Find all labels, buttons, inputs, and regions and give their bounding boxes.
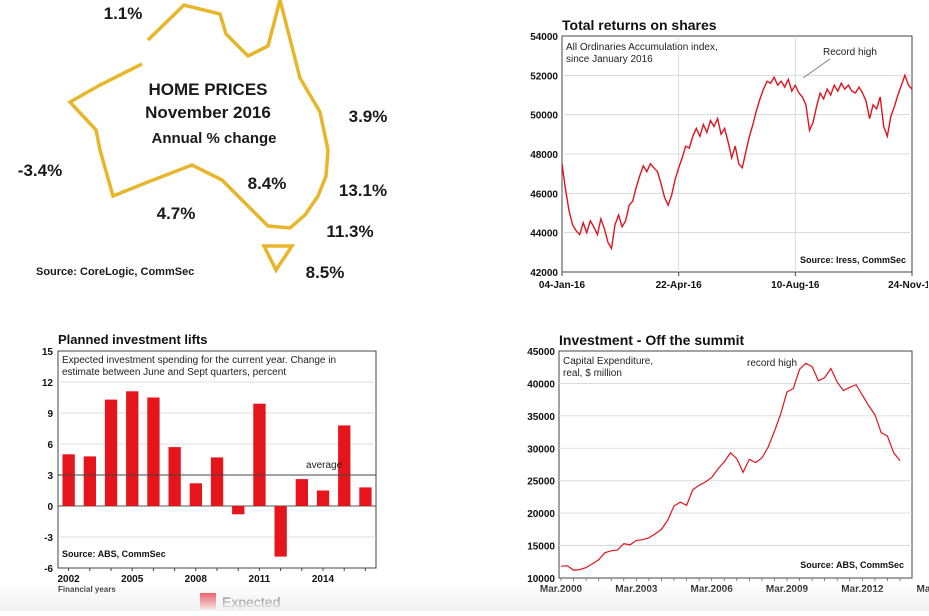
y-tick-label: -3	[44, 533, 53, 544]
y-tick-label: 42000	[530, 268, 558, 279]
chart-source: Source: ABS, CommSec	[800, 560, 904, 570]
callout-record-high: Record high	[823, 47, 877, 58]
region-value-sa: 4.7%	[157, 204, 196, 223]
shares-chart: Total returns on shares 42000 44000 46000 4…	[530, 17, 929, 291]
y-tick-label: 10000	[527, 574, 555, 585]
region-value-act: 8.4%	[248, 174, 287, 193]
chart-annotation: Expected investment spending for the cur…	[62, 355, 339, 378]
tasmania-outline	[261, 244, 296, 274]
x-tick-label: 2014	[312, 574, 335, 585]
y-tick-label: 0	[47, 502, 53, 513]
legend-swatch-expected	[200, 593, 216, 609]
bar-2004	[104, 399, 118, 506]
region-value-wa: -3.4%	[18, 161, 62, 180]
home-prices-map: HOME PRICES November 2016 Annual % chang…	[18, 0, 388, 282]
bar-2014	[316, 490, 330, 506]
bar-2006	[147, 397, 160, 506]
bar-2002	[62, 454, 75, 506]
x-tick-label: 22-Apr-16	[656, 280, 703, 291]
x-tick-label: 2008	[185, 574, 208, 585]
x-tick-label: Mar.2009	[766, 584, 809, 595]
x-axis-label: Financial years	[58, 585, 116, 594]
chart-source: Source: ABS, CommSec	[62, 549, 166, 559]
bar-2008	[189, 483, 202, 506]
region-value-qld: 3.9%	[349, 107, 388, 126]
map-subtitle: November 2016	[145, 103, 271, 122]
series-line-capex	[560, 362, 901, 571]
x-tick-label: Mar.2012	[841, 584, 884, 595]
callout-record-high: record high	[747, 358, 797, 369]
y-tick-label: 25000	[527, 477, 555, 488]
chart-title: Planned investment lifts	[58, 332, 208, 347]
y-tick-label: 50000	[530, 111, 558, 122]
y-tick-label: 3	[47, 471, 53, 482]
bar-2016	[359, 487, 372, 506]
y-tick-label: 45000	[527, 347, 555, 358]
y-tick-label: 46000	[530, 189, 558, 200]
y-tick-label: 15000	[527, 542, 555, 553]
chart-title: Total returns on shares	[562, 17, 717, 33]
x-tick-label: Mar.2003	[615, 584, 658, 595]
bar-2011	[253, 403, 266, 506]
planned-investment-chart: Planned investment lifts -6 -3 0 3 6 9 12 15 20…	[42, 332, 377, 610]
y-tick-label: 54000	[530, 32, 558, 43]
y-tick-label: 52000	[530, 71, 558, 82]
y-tick-label: 9	[47, 409, 53, 420]
map-source: Source: CoreLogic, CommSec	[36, 266, 194, 278]
x-tick-label: Mar.2006	[691, 584, 734, 595]
capex-chart-panel: Investment - Off the summit 10000 15000 20…	[515, 328, 929, 611]
callout-leader-line	[802, 58, 831, 79]
chart-annotation: Capital Expenditure, real, $ million	[563, 356, 656, 379]
y-tick-label: 48000	[530, 150, 558, 161]
y-tick-label: 40000	[527, 379, 555, 390]
bar-2007	[168, 447, 181, 506]
y-tick-label: 30000	[527, 444, 555, 455]
chart-annotation-line-1: All Ordinaries Accumulation index, since…	[566, 42, 721, 65]
bar-2005	[126, 391, 139, 506]
region-value-vic: 11.3%	[326, 222, 373, 241]
y-tick-label: 6	[47, 440, 53, 451]
y-tick-label: 44000	[530, 229, 558, 240]
y-tick-label: -6	[44, 564, 53, 575]
legend-label-expected: Expected	[222, 594, 280, 610]
x-tick-label: 24-Nov-16	[888, 280, 928, 291]
map-title: HOME PRICES	[148, 80, 267, 99]
plot-area	[558, 350, 913, 579]
chart-title: Investment - Off the summit	[559, 332, 744, 348]
x-tick-label: 2011	[249, 574, 271, 585]
bar-2003	[83, 456, 96, 506]
x-tick-label: 2005	[121, 574, 144, 585]
bar-2015	[338, 425, 351, 506]
average-label: average	[306, 460, 343, 471]
bar-2009	[210, 457, 224, 506]
x-tick-label: Mar.2000	[540, 584, 583, 595]
x-tick-label: 04-Jan-16	[539, 280, 586, 291]
y-tick-label: 15	[42, 347, 54, 358]
bar-2012	[274, 506, 287, 557]
bar-2010	[232, 506, 245, 515]
map-caption: Annual % change	[151, 130, 276, 147]
x-tick-label: Mar.2015	[917, 584, 929, 595]
australia-outline	[67, 0, 330, 230]
home-prices-panel: HOME PRICES November 2016 Annual % chang…	[0, 0, 440, 300]
x-tick-label: 2002	[57, 574, 80, 585]
x-tick-label: 10-Aug-16	[771, 280, 820, 291]
region-value-nsw: 13.1%	[339, 181, 387, 200]
region-value-tas: 8.5%	[306, 263, 345, 282]
y-tick-label: 12	[42, 378, 54, 389]
y-tick-label: 35000	[527, 412, 555, 423]
shares-chart-panel: Total returns on shares 42000 44000 46000 4…	[518, 12, 929, 296]
planned-investment-panel: Planned investment lifts -6 -3 0 3 6 9 12 15 20…	[26, 330, 386, 611]
chart-source: Source: Iress, CommSec	[800, 255, 906, 265]
bar-2013	[295, 479, 308, 506]
region-value-nt: 1.1%	[104, 4, 143, 23]
y-tick-label: 20000	[527, 509, 555, 520]
series-line-shares	[561, 73, 913, 251]
capex-chart: Investment - Off the summit 10000 15000 20…	[527, 332, 929, 595]
